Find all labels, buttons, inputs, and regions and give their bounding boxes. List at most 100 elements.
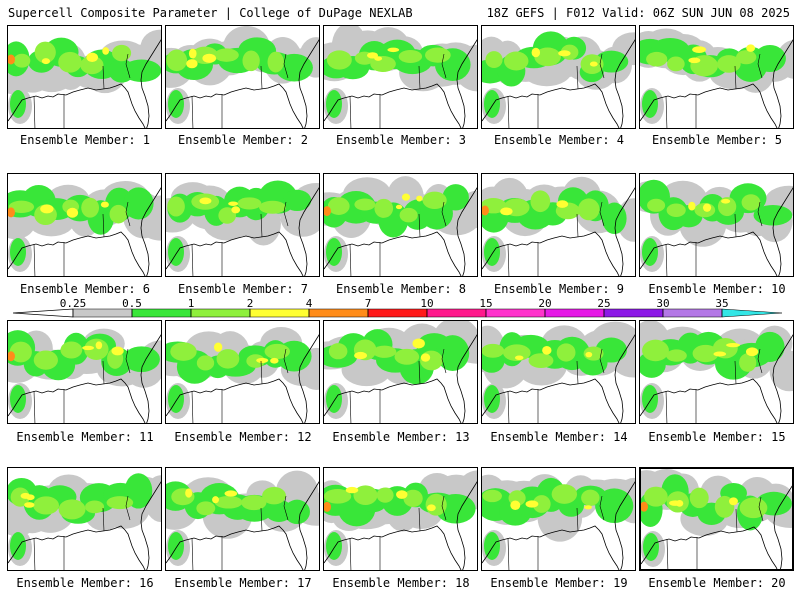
coastline xyxy=(166,525,304,570)
ensemble-member-label: Ensemble Member: 10 xyxy=(648,282,786,296)
ensemble-member-label: Ensemble Member: 11 xyxy=(16,430,154,444)
ensemble-member-label: Ensemble Member: 17 xyxy=(174,576,312,590)
valid-time-label: 18Z GEFS | F012 Valid: 06Z SUN JUN 08 20… xyxy=(486,6,790,20)
ensemble-member-map xyxy=(7,25,162,129)
scp-shading xyxy=(640,321,793,419)
ensemble-member-label: Ensemble Member: 14 xyxy=(490,430,628,444)
coastline xyxy=(324,83,462,128)
ensemble-member-label: Ensemble Member: 20 xyxy=(648,576,786,590)
scp-shading xyxy=(640,28,793,124)
ensemble-member-map xyxy=(323,173,478,277)
legend-swatch xyxy=(485,308,546,318)
ensemble-member-label: Ensemble Member: 18 xyxy=(332,576,470,590)
coastline xyxy=(640,378,778,423)
chart-title: Supercell Composite Parameter | College … xyxy=(8,6,413,20)
ensemble-member-label: Ensemble Member: 9 xyxy=(493,282,625,296)
legend-tick-label: 30 xyxy=(656,298,669,310)
ensemble-member-label: Ensemble Member: 7 xyxy=(177,282,309,296)
legend-tick-label: 0.5 xyxy=(122,298,142,310)
ensemble-member-map xyxy=(639,467,794,571)
legend-swatch xyxy=(662,308,723,318)
scp-shading xyxy=(8,473,161,566)
coastline xyxy=(482,231,620,276)
scp-shading xyxy=(166,26,319,124)
ensemble-member-label: Ensemble Member: 6 xyxy=(19,282,151,296)
legend-arrow-left xyxy=(13,308,74,318)
ensemble-member-label: Ensemble Member: 1 xyxy=(19,133,151,147)
scp-shading xyxy=(482,176,635,272)
scp-shading xyxy=(166,470,319,566)
ensemble-member-label: Ensemble Member: 8 xyxy=(335,282,467,296)
ensemble-member-map xyxy=(481,320,636,424)
legend-tick-label: 2 xyxy=(247,298,254,310)
scp-shading xyxy=(482,31,635,124)
ensemble-member-label: Ensemble Member: 2 xyxy=(177,133,309,147)
scp-shading xyxy=(640,179,793,272)
coastline xyxy=(640,83,778,128)
legend-tick-label: 15 xyxy=(479,298,492,310)
legend-swatch xyxy=(367,308,428,318)
ensemble-member-map xyxy=(323,25,478,129)
ensemble-member-label: Ensemble Member: 4 xyxy=(493,133,625,147)
ensemble-member-label: Ensemble Member: 5 xyxy=(651,133,783,147)
legend-swatch xyxy=(131,308,192,318)
legend-tick-label: 0.25 xyxy=(60,298,87,310)
scp-shading xyxy=(324,26,477,124)
ensemble-member-map xyxy=(639,320,794,424)
coastline xyxy=(640,231,778,276)
coastline xyxy=(166,378,304,423)
legend-tick-label: 1 xyxy=(188,298,195,310)
scp-shading xyxy=(8,29,161,124)
legend-arrow-right xyxy=(721,308,783,318)
scp-shading xyxy=(324,470,477,566)
ensemble-member-map xyxy=(639,173,794,277)
ensemble-member-map xyxy=(165,320,320,424)
ensemble-member-map xyxy=(165,25,320,129)
coastline xyxy=(166,231,304,276)
coastline xyxy=(324,525,462,570)
ensemble-member-map xyxy=(7,320,162,424)
ensemble-member-map xyxy=(7,173,162,277)
scp-shading xyxy=(482,474,635,566)
ensemble-member-label: Ensemble Member: 13 xyxy=(332,430,470,444)
ensemble-member-label: Ensemble Member: 3 xyxy=(335,133,467,147)
color-scale-legend: 0.25 0.5 1 2 4 7 10 15 20 25 30 35 xyxy=(13,298,783,318)
scp-shading xyxy=(8,180,161,272)
ensemble-member-label: Ensemble Member: 15 xyxy=(648,430,786,444)
legend-swatch xyxy=(544,308,605,318)
legend-tick-label: 10 xyxy=(420,298,433,310)
ensemble-member-map xyxy=(7,467,162,571)
ensemble-member-map xyxy=(481,173,636,277)
scp-shading xyxy=(166,180,319,272)
scp-shading xyxy=(8,328,161,419)
legend-swatch xyxy=(72,308,133,318)
legend-tick-label: 35 xyxy=(715,298,728,310)
legend-tick-label: 7 xyxy=(365,298,372,310)
ensemble-member-label: Ensemble Member: 19 xyxy=(490,576,628,590)
scp-shading xyxy=(641,469,792,567)
coastline xyxy=(641,526,778,569)
ensemble-member-map xyxy=(165,467,320,571)
coastline xyxy=(482,525,620,570)
coastline xyxy=(8,378,146,423)
ensemble-member-label: Ensemble Member: 16 xyxy=(16,576,154,590)
ensemble-member-label: Ensemble Member: 12 xyxy=(174,430,312,444)
coastline xyxy=(8,525,146,570)
ensemble-member-map xyxy=(323,467,478,571)
coastline xyxy=(324,231,462,276)
legend-swatch xyxy=(249,308,310,318)
coastline xyxy=(482,83,620,128)
coastline xyxy=(482,378,620,423)
legend-swatch xyxy=(603,308,664,318)
coastline xyxy=(8,231,146,276)
coastline xyxy=(166,83,304,128)
ensemble-member-map xyxy=(481,467,636,571)
scp-shading xyxy=(324,176,477,272)
ensemble-member-map xyxy=(165,173,320,277)
coastline xyxy=(8,83,146,128)
scp-shading xyxy=(482,321,635,419)
ensemble-member-map xyxy=(481,25,636,129)
scp-shading xyxy=(166,326,319,419)
legend-swatch xyxy=(190,308,251,318)
legend-swatch xyxy=(308,308,369,318)
